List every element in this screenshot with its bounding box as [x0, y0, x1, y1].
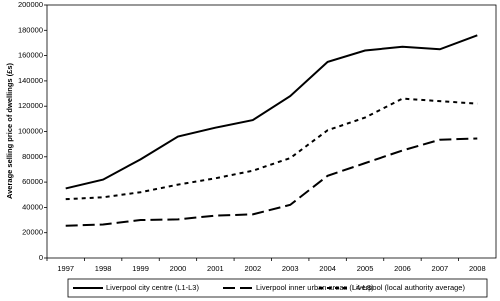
y-tick-label: 0 [39, 253, 43, 262]
y-tick-label: 80000 [22, 152, 43, 161]
y-tick-label: 160000 [18, 51, 43, 60]
y-tick-label: 40000 [22, 202, 43, 211]
series-line [65, 137, 478, 227]
x-tick-label: 2007 [432, 264, 449, 273]
y-tick-label: 140000 [18, 76, 43, 85]
y-tick-label: 20000 [22, 228, 43, 237]
y-tick-label: 120000 [18, 101, 43, 110]
x-tick-label: 2005 [357, 264, 374, 273]
x-tick-label: 2008 [469, 264, 486, 273]
y-tick-label: 60000 [22, 177, 43, 186]
x-tick-label: 2004 [319, 264, 336, 273]
series-line [65, 34, 478, 190]
legend-label: Liverpool inner urban areas (L4-L8) [256, 283, 374, 292]
x-tick-label: 1999 [132, 264, 149, 273]
y-axis-title: Average selling price of dwellings (£s) [5, 62, 14, 199]
series-line [65, 97, 478, 201]
x-tick-label: 1998 [95, 264, 112, 273]
x-tick-label: 1997 [57, 264, 74, 273]
legend-label: Liverpool city centre (L1-L3) [106, 283, 199, 292]
x-tick-label: 2000 [170, 264, 187, 273]
y-tick-label: 200000 [18, 0, 43, 9]
y-tick-label: 180000 [18, 25, 43, 34]
legend-box [67, 278, 488, 298]
x-tick-label: 2001 [207, 264, 224, 273]
x-tick-label: 2003 [282, 264, 299, 273]
x-tick-label: 2006 [394, 264, 411, 273]
x-tick-label: 2002 [244, 264, 261, 273]
y-tick-label: 100000 [18, 126, 43, 135]
legend-label: Liverpool (local authority average) [352, 283, 465, 292]
